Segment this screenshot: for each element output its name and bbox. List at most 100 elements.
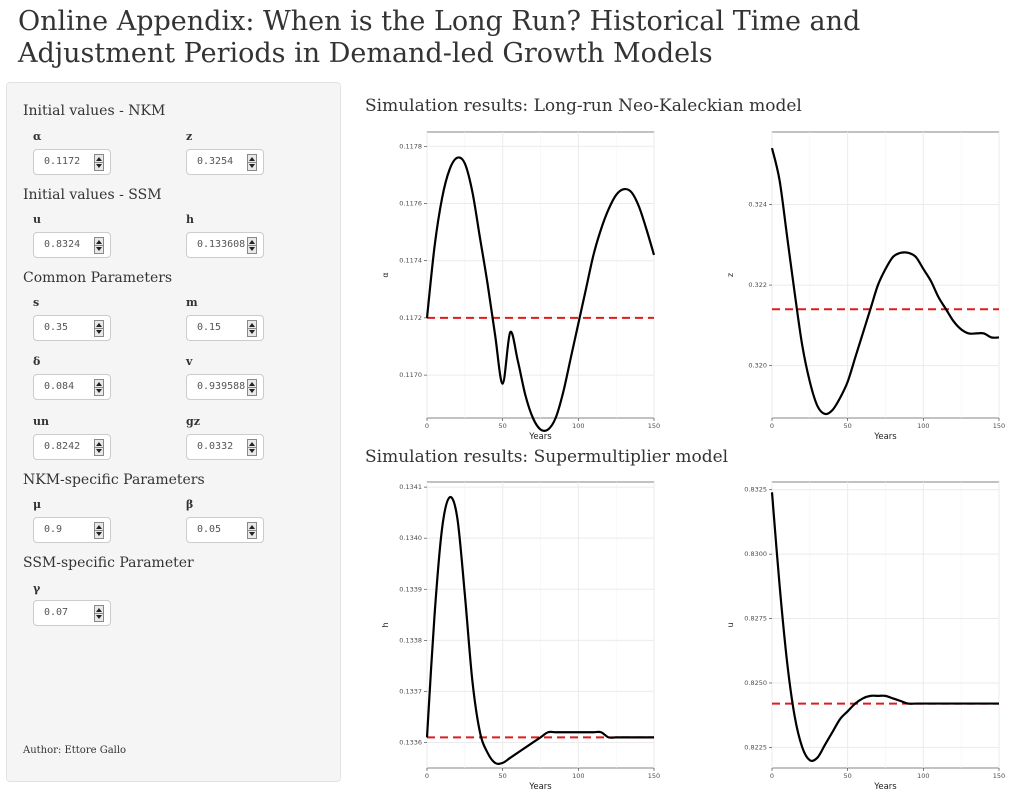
beta-spinner[interactable] bbox=[247, 522, 257, 539]
x-axis-label: Years bbox=[873, 432, 897, 442]
m-input[interactable]: 0.15 bbox=[186, 315, 264, 341]
h-value: 0.133608 bbox=[197, 239, 246, 250]
spin-down-icon[interactable] bbox=[249, 330, 255, 334]
y-tick-label: 0.1337 bbox=[399, 687, 422, 695]
spin-down-icon[interactable] bbox=[96, 532, 102, 536]
gz-input[interactable]: 0.0332 bbox=[186, 434, 264, 460]
nkm-results-title: Simulation results: Long-run Neo-Kalecki… bbox=[365, 96, 802, 116]
z-plot: 0 50 100 150 0.320 0.322 0.324 Years z bbox=[726, 131, 1005, 442]
spin-up-icon[interactable] bbox=[96, 240, 102, 244]
spin-up-icon[interactable] bbox=[249, 157, 255, 161]
y-tick-label: 0.8275 bbox=[744, 615, 767, 623]
series-line bbox=[425, 495, 654, 765]
mu-value: 0.9 bbox=[44, 524, 63, 535]
s-spinner[interactable] bbox=[94, 320, 104, 337]
gamma-value: 0.07 bbox=[44, 607, 69, 618]
spin-down-icon[interactable] bbox=[96, 389, 102, 393]
series-line bbox=[770, 492, 999, 763]
beta-input[interactable]: 0.05 bbox=[186, 517, 264, 543]
u-label: u bbox=[33, 213, 41, 226]
section-title-nkm-specific: NKM-specific Parameters bbox=[23, 472, 205, 488]
x-tick-label: 150 bbox=[993, 772, 1005, 780]
spin-up-icon[interactable] bbox=[249, 382, 255, 386]
y-tick-label: 0.324 bbox=[748, 201, 767, 209]
spin-down-icon[interactable] bbox=[96, 330, 102, 334]
spin-down-icon[interactable] bbox=[249, 164, 255, 168]
mu-input[interactable]: 0.9 bbox=[33, 517, 111, 543]
x-tick-label: 100 bbox=[572, 772, 584, 780]
y-axis-label: z bbox=[726, 273, 735, 277]
y-tick-label: 0.1172 bbox=[399, 314, 422, 322]
z-spinner[interactable] bbox=[247, 154, 257, 171]
s-input[interactable]: 0.35 bbox=[33, 315, 111, 341]
x-tick-label: 0 bbox=[425, 422, 429, 430]
z-input[interactable]: 0.3254 bbox=[186, 149, 264, 175]
gz-spinner[interactable] bbox=[247, 439, 257, 456]
spin-down-icon[interactable] bbox=[96, 164, 102, 168]
y-tick-label: 0.1176 bbox=[399, 200, 422, 208]
section-title-nkm-initial: Initial values - NKM bbox=[23, 103, 166, 119]
alpha-label: α bbox=[33, 130, 42, 143]
y-axis-label: α bbox=[381, 272, 390, 277]
y-tick-label: 0.1339 bbox=[399, 585, 422, 593]
h-input[interactable]: 0.133608 bbox=[186, 232, 264, 258]
m-spinner[interactable] bbox=[247, 320, 257, 337]
u-input[interactable]: 0.8324 bbox=[33, 232, 111, 258]
s-label: s bbox=[33, 296, 40, 309]
h-spinner[interactable] bbox=[247, 237, 257, 254]
un-value: 0.8242 bbox=[44, 441, 81, 452]
spin-up-icon[interactable] bbox=[249, 323, 255, 327]
v-input[interactable]: 0.939588 bbox=[186, 374, 264, 400]
beta-value: 0.05 bbox=[197, 524, 222, 535]
gamma-input[interactable]: 0.07 bbox=[33, 600, 111, 626]
spin-down-icon[interactable] bbox=[249, 532, 255, 536]
v-spinner[interactable] bbox=[247, 379, 257, 396]
alpha-input[interactable]: 0.1172 bbox=[33, 149, 111, 175]
spin-up-icon[interactable] bbox=[96, 608, 102, 612]
h-plot: 0 50 100 150 0.1336 0.1337 0.1338 0.1339 0.1340 0… bbox=[381, 481, 660, 792]
delta-input[interactable]: 0.084 bbox=[33, 374, 111, 400]
mu-spinner[interactable] bbox=[94, 522, 104, 539]
spin-down-icon[interactable] bbox=[96, 449, 102, 453]
y-tick-label: 0.1170 bbox=[399, 371, 422, 379]
x-tick-label: 0 bbox=[425, 772, 429, 780]
spin-up-icon[interactable] bbox=[96, 382, 102, 386]
spin-down-icon[interactable] bbox=[249, 449, 255, 453]
x-axis-label: Years bbox=[873, 782, 897, 792]
spin-down-icon[interactable] bbox=[249, 389, 255, 393]
x-axis-label: Years bbox=[528, 782, 552, 792]
delta-spinner[interactable] bbox=[94, 379, 104, 396]
y-tick-label: 0.8225 bbox=[744, 743, 767, 751]
y-tick-label: 0.322 bbox=[748, 281, 767, 289]
spin-up-icon[interactable] bbox=[96, 157, 102, 161]
v-value: 0.939588 bbox=[197, 381, 246, 392]
spin-up-icon[interactable] bbox=[249, 442, 255, 446]
y-tick-label: 0.1178 bbox=[399, 142, 422, 150]
v-label: v bbox=[186, 355, 193, 368]
y-tick-label: 0.8300 bbox=[744, 550, 767, 558]
spin-down-icon[interactable] bbox=[96, 247, 102, 251]
spin-up-icon[interactable] bbox=[249, 240, 255, 244]
page-title: Online Appendix: When is the Long Run? H… bbox=[18, 6, 861, 69]
x-tick-label: 150 bbox=[648, 772, 660, 780]
s-value: 0.35 bbox=[44, 322, 69, 333]
series-line bbox=[770, 147, 1000, 416]
spin-down-icon[interactable] bbox=[249, 247, 255, 251]
un-input[interactable]: 0.8242 bbox=[33, 434, 111, 460]
spin-up-icon[interactable] bbox=[249, 525, 255, 529]
x-tick-label: 100 bbox=[917, 422, 929, 430]
spin-down-icon[interactable] bbox=[96, 615, 102, 619]
alpha-spinner[interactable] bbox=[94, 154, 104, 171]
spin-up-icon[interactable] bbox=[96, 525, 102, 529]
section-title-common: Common Parameters bbox=[23, 270, 173, 286]
delta-value: 0.084 bbox=[44, 381, 75, 392]
h-label: h bbox=[186, 213, 194, 226]
y-tick-label: 0.8325 bbox=[744, 486, 767, 494]
u-spinner[interactable] bbox=[94, 237, 104, 254]
alpha-plot: 0 50 100 150 0.1170 0.1172 0.1174 0.1176 0.1178 Y… bbox=[381, 131, 660, 442]
gamma-spinner[interactable] bbox=[94, 605, 104, 622]
u-plot: 0 50 100 150 0.8225 0.8250 0.8275 0.8300 0.8325 Y… bbox=[726, 481, 1005, 792]
un-spinner[interactable] bbox=[94, 439, 104, 456]
spin-up-icon[interactable] bbox=[96, 442, 102, 446]
spin-up-icon[interactable] bbox=[96, 323, 102, 327]
